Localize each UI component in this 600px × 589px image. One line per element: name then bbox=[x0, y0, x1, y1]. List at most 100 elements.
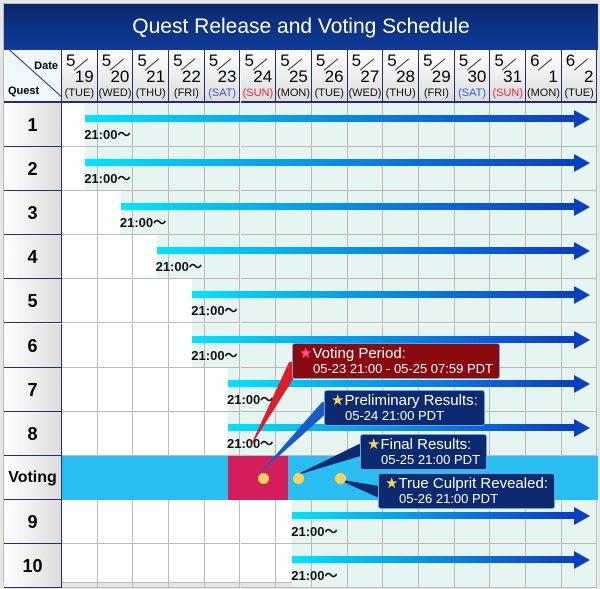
grid-cell bbox=[311, 103, 348, 148]
preliminary-pointer bbox=[259, 402, 339, 474]
grid-cell bbox=[97, 323, 134, 368]
grid-cell bbox=[311, 147, 348, 192]
grid-cell bbox=[240, 279, 277, 324]
month: 5 bbox=[66, 51, 76, 70]
date-header-5-21: 5 21 (THU) bbox=[133, 50, 170, 103]
release-arrow-bar bbox=[192, 291, 574, 299]
grid-cell bbox=[62, 191, 98, 236]
grid-cell bbox=[311, 499, 348, 544]
callout-time: 05-25 21:00 PDT bbox=[381, 452, 481, 467]
grid-cell bbox=[490, 147, 527, 192]
grid-cell bbox=[311, 235, 348, 280]
grid-cell bbox=[240, 191, 277, 236]
grid-cell bbox=[490, 279, 527, 324]
release-time-label: 21:00～ bbox=[84, 171, 131, 187]
day: 20 bbox=[110, 67, 130, 86]
row-label-10: 10 bbox=[4, 544, 62, 589]
preliminary-marker-dot bbox=[258, 472, 269, 484]
grid-cell bbox=[204, 323, 241, 368]
grid-cell bbox=[276, 279, 312, 324]
grid-cell bbox=[383, 235, 419, 280]
day: 24 bbox=[253, 67, 273, 86]
row-label-3: 3 bbox=[4, 191, 62, 236]
date-header-5-19: 5 19 (TUE) bbox=[62, 50, 98, 103]
star-icon: ★ bbox=[299, 345, 313, 362]
day: 2 bbox=[584, 67, 594, 86]
month: 5 bbox=[423, 51, 433, 70]
date-header-5-25: 5 25 (MON) bbox=[276, 50, 312, 103]
grid-cell bbox=[454, 235, 491, 280]
grid-cell bbox=[62, 499, 98, 544]
grid-cell bbox=[97, 367, 134, 412]
grid-cell bbox=[276, 147, 312, 192]
grid-cell bbox=[204, 367, 241, 412]
grid-cell bbox=[62, 147, 98, 192]
date-header-5-27: 5 27 (WED) bbox=[347, 50, 384, 103]
star-icon: ★ bbox=[385, 475, 399, 492]
month: 5 bbox=[173, 51, 183, 70]
release-time-label: 21:00～ bbox=[155, 259, 202, 275]
date-header-5-28: 5 28 (THU) bbox=[383, 50, 419, 103]
grid-cell bbox=[526, 323, 562, 368]
grid-cell bbox=[169, 235, 205, 280]
grid-cell bbox=[133, 147, 170, 192]
grid-cell bbox=[454, 191, 491, 236]
arrow-head-icon bbox=[574, 418, 590, 437]
weekday: (MON) bbox=[526, 87, 560, 99]
grid-cell bbox=[454, 147, 491, 192]
grid-cell bbox=[490, 411, 527, 456]
weekday: (SAT) bbox=[208, 87, 237, 99]
weekday: (FRI) bbox=[173, 87, 199, 99]
grid-cell bbox=[133, 279, 170, 324]
month: 6 bbox=[530, 51, 540, 70]
release-arrow-bar bbox=[85, 159, 574, 167]
grid-cell bbox=[419, 499, 455, 544]
month: 5 bbox=[315, 51, 326, 70]
page-title: Quest Release and Voting Schedule bbox=[4, 4, 598, 50]
grid-cell bbox=[454, 279, 491, 324]
grid-cell bbox=[276, 499, 312, 544]
date-header-6-1: 6 1 (MON) bbox=[526, 50, 562, 103]
schedule-frame: Quest Release and Voting Schedule Date Q… bbox=[3, 3, 598, 589]
grid-cell bbox=[561, 147, 598, 192]
weekday: (TUE) bbox=[314, 87, 344, 99]
grid-cell bbox=[490, 499, 527, 544]
grid-cell bbox=[276, 235, 312, 280]
row-label-6: 6 bbox=[4, 323, 62, 368]
date-header-5-31: 5 31 (SUN) bbox=[490, 50, 527, 103]
grid-cell bbox=[419, 147, 455, 192]
release-arrow-bar bbox=[292, 556, 574, 563]
arrow-head-icon bbox=[574, 506, 590, 525]
grid-cell bbox=[240, 103, 277, 148]
release-time-label: 21:00～ bbox=[227, 391, 274, 407]
day: 19 bbox=[74, 67, 94, 86]
row-label-1: 1 bbox=[4, 103, 62, 148]
grid-cell bbox=[311, 191, 348, 236]
arrow-head-icon bbox=[574, 154, 590, 173]
grid-cell bbox=[240, 235, 277, 280]
release-arrow-bar bbox=[156, 247, 574, 255]
grid-cell bbox=[561, 235, 598, 280]
grid-cell bbox=[561, 279, 598, 324]
month: 5 bbox=[244, 51, 254, 70]
arrow-head-icon bbox=[574, 286, 590, 305]
grid-cell bbox=[526, 411, 562, 456]
grid-cell bbox=[561, 411, 598, 456]
release-period-shade bbox=[156, 235, 598, 280]
release-time-label: 21:00～ bbox=[291, 568, 338, 583]
date-header-5-22: 5 22 (FRI) bbox=[169, 50, 205, 103]
preliminary-callout: ★Preliminary Results: 05-24 21:00 PDT bbox=[324, 390, 485, 426]
day: 27 bbox=[360, 67, 380, 86]
callout-pointers bbox=[249, 362, 379, 498]
month: 5 bbox=[208, 51, 219, 70]
release-time-label: 21:00～ bbox=[227, 435, 274, 451]
row-label-voting: Voting bbox=[4, 455, 62, 500]
grid-cell bbox=[383, 147, 419, 192]
grid-cell bbox=[240, 499, 277, 544]
grid-cell bbox=[204, 147, 241, 192]
grid-cell bbox=[526, 103, 562, 148]
date-header-5-23: 5 23 (SAT) bbox=[204, 50, 241, 103]
grid-cell bbox=[204, 411, 241, 456]
grid-cell bbox=[311, 411, 348, 456]
star-icon: ★ bbox=[331, 392, 345, 409]
